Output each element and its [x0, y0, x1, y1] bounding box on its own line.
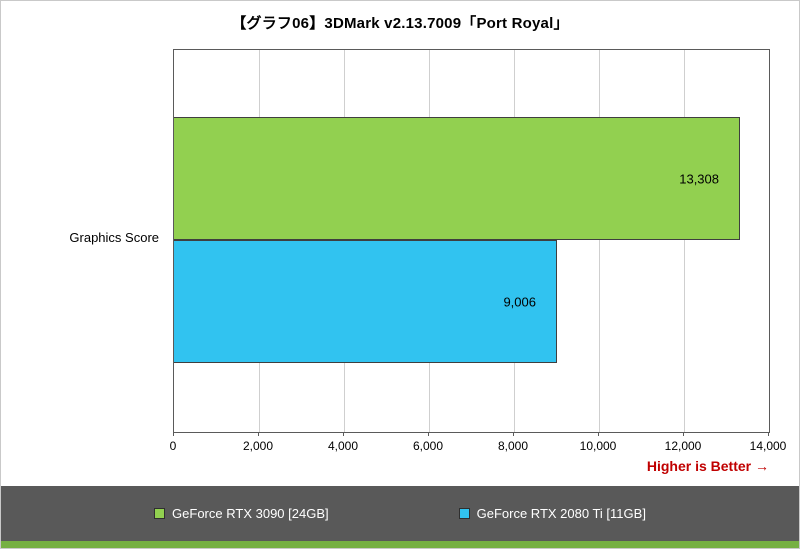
x-axis-tick-label: 10,000: [579, 439, 617, 453]
bar-value-label: 13,308: [679, 171, 719, 186]
legend-label: GeForce RTX 3090 [24GB]: [172, 506, 329, 521]
grid-line: [599, 50, 600, 432]
x-axis-tick-mark: [598, 432, 599, 436]
x-axis-tick-mark: [513, 432, 514, 436]
x-axis-tick-mark: [428, 432, 429, 436]
legend-item: GeForce RTX 2080 Ti [11GB]: [458, 506, 646, 521]
footer-legend: GeForce RTX 3090 [24GB] GeForce RTX 2080…: [1, 486, 799, 548]
bar: 13,308: [174, 117, 740, 240]
higher-is-better-note: Higher is Better →: [646, 458, 769, 474]
x-axis-tick-mark: [173, 432, 174, 436]
x-axis-tick-mark: [258, 432, 259, 436]
x-axis-tick-mark: [683, 432, 684, 436]
bar: 9,006: [174, 240, 557, 363]
bar-value-label: 9,006: [503, 294, 536, 309]
x-axis-tick-label: 8,000: [497, 439, 529, 453]
legend-swatch-green: [154, 508, 166, 519]
category-label: Graphics Score: [69, 230, 159, 245]
x-axis-tick-mark: [343, 432, 344, 436]
x-axis-tick-label: 14,000: [749, 439, 787, 453]
x-axis-tick-label: 0: [169, 439, 177, 453]
grid-line: [684, 50, 685, 432]
x-axis-tick-mark: [768, 432, 769, 436]
x-axis-tick-label: 6,000: [412, 439, 444, 453]
x-axis-tick-label: 12,000: [664, 439, 702, 453]
x-axis-tick-label: 4,000: [327, 439, 359, 453]
legend-swatch-blue: [458, 508, 470, 519]
legend-item: GeForce RTX 3090 [24GB]: [154, 506, 329, 521]
legend-label: GeForce RTX 2080 Ti [11GB]: [476, 506, 646, 521]
x-axis-tick-label: 2,000: [242, 439, 274, 453]
chart-title: 【グラフ06】3DMark v2.13.7009「Port Royal」: [231, 15, 569, 32]
plot-area: 13,308 9,006: [173, 49, 770, 433]
